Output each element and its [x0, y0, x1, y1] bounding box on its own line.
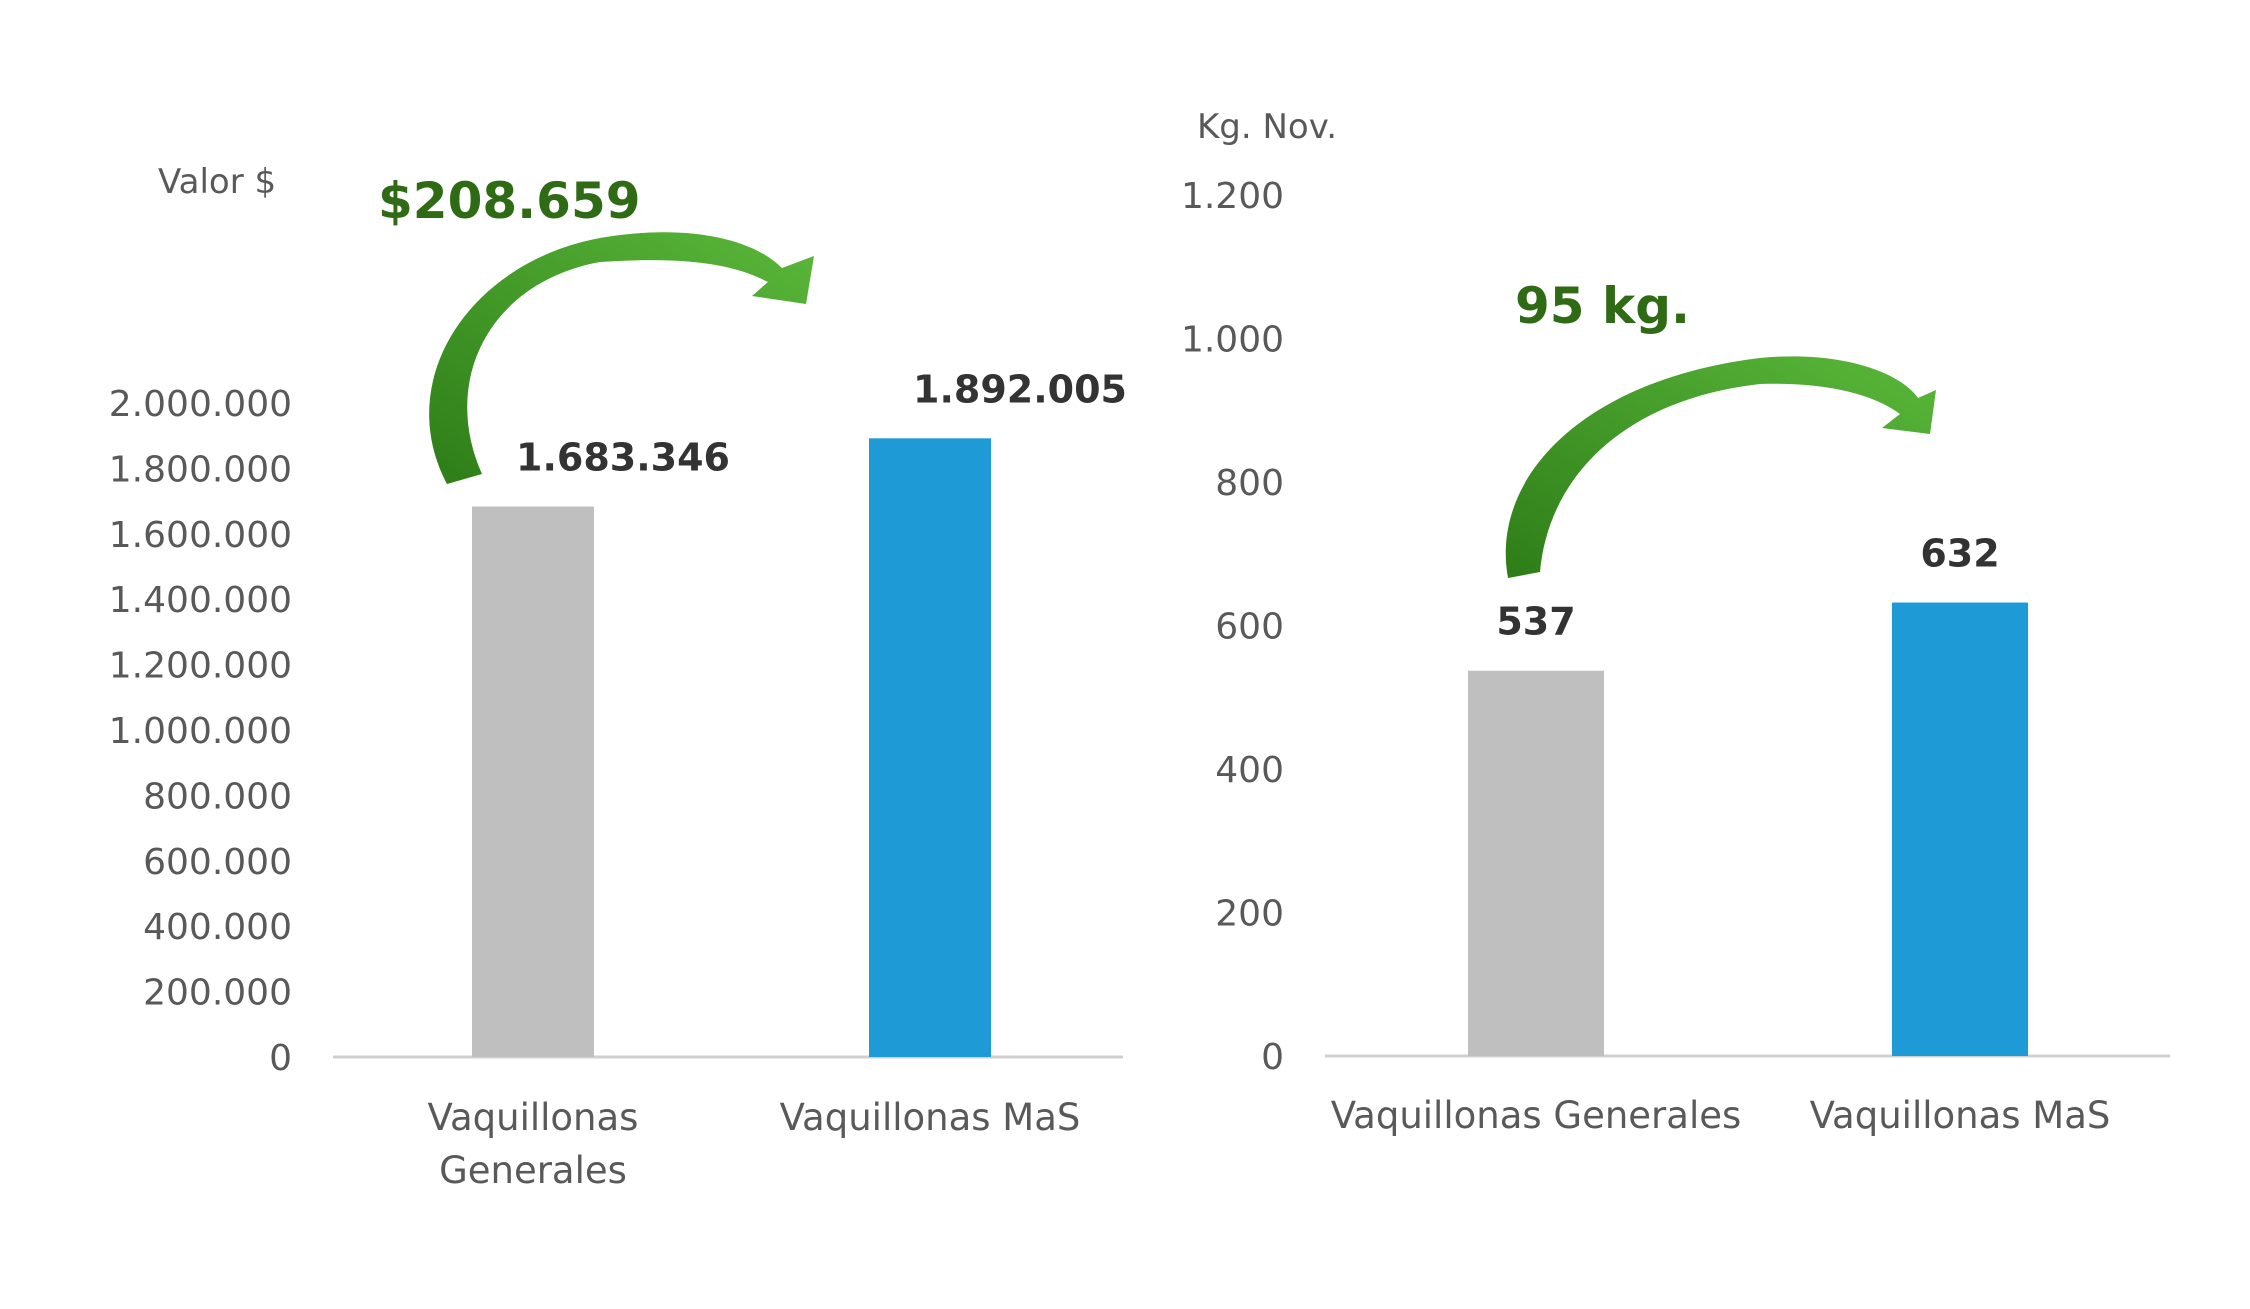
bar-vaquillonas-generales	[472, 506, 594, 1057]
y-tick-label: 400	[1215, 750, 1284, 791]
y-tick-label: 1.000	[1181, 320, 1284, 361]
data-label: 1.683.346	[516, 436, 730, 480]
y-tick-label: 600	[1215, 607, 1284, 648]
category-label: Generales	[439, 1149, 627, 1192]
data-label: 1.892.005	[913, 367, 1127, 411]
y-tick-label: 2.000.000	[109, 384, 292, 425]
y-tick-label: 1.200	[1181, 176, 1284, 217]
data-label: 632	[1920, 532, 1999, 576]
y-tick-label: 1.800.000	[109, 449, 292, 490]
bar-vaquillonas-mas	[1892, 602, 2028, 1056]
y-axis-label: Valor $	[158, 162, 276, 202]
value-increase-callout: $208.659	[378, 172, 641, 230]
category-label: Vaquillonas MaS	[780, 1096, 1081, 1139]
value-chart: Valor $ 0 200.000 400.000 600.000 800.000 1.0…	[109, 162, 1127, 1192]
weight-increase-callout: 95 kg.	[1515, 277, 1690, 335]
y-tick-label: 800	[1215, 463, 1284, 504]
y-axis-label: Kg. Nov.	[1197, 107, 1337, 147]
increase-arrow	[1505, 356, 1936, 578]
y-tick-label: 600.000	[143, 842, 292, 883]
y-tick-label: 1.400.000	[109, 580, 292, 621]
increase-arrow	[429, 232, 814, 484]
bar-vaquillonas-generales	[1468, 670, 1604, 1056]
y-tick-label: 0	[269, 1038, 292, 1079]
y-tick-label: 1.200.000	[109, 646, 292, 687]
y-tick-label: 200.000	[143, 973, 292, 1014]
category-label: Vaquillonas	[428, 1096, 639, 1139]
category-label: Vaquillonas Generales	[1331, 1094, 1742, 1137]
y-tick-label: 1.000.000	[109, 711, 292, 752]
data-label: 537	[1496, 600, 1575, 644]
bar-vaquillonas-mas	[869, 438, 991, 1058]
y-tick-label: 1.600.000	[109, 515, 292, 556]
y-tick-label: 200	[1215, 894, 1284, 935]
y-tick-label: 400.000	[143, 907, 292, 948]
category-label: Vaquillonas MaS	[1810, 1094, 2111, 1137]
y-tick-label: 800.000	[143, 776, 292, 817]
y-tick-label: 0	[1261, 1037, 1284, 1078]
